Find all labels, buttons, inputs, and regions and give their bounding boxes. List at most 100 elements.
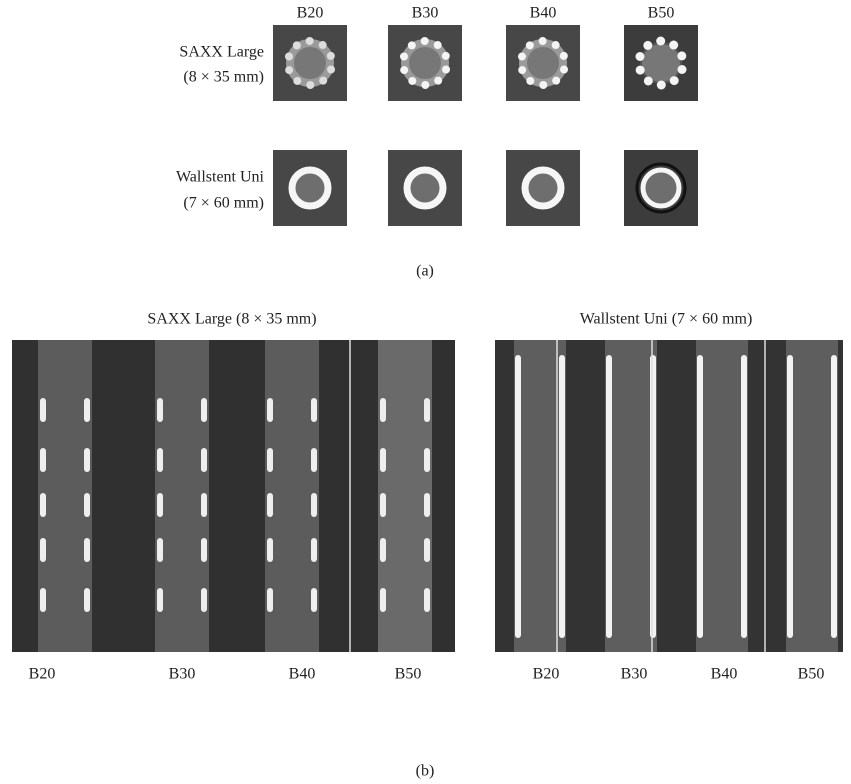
- vessel: [265, 340, 319, 652]
- stent-ring: [643, 170, 679, 206]
- stent-strut: [319, 77, 327, 85]
- strut: [201, 398, 207, 422]
- stent-strut: [408, 41, 416, 49]
- figure: B20 B30 B40 B50 SAXX Large (8 × 35 mm) W…: [0, 0, 851, 784]
- strut: [380, 398, 386, 422]
- stent-strut: [657, 80, 666, 89]
- stent-wall: [831, 355, 837, 638]
- vessel: [38, 340, 92, 652]
- strut: [311, 448, 317, 472]
- stent-strut: [635, 52, 644, 61]
- stent-strut: [327, 52, 335, 60]
- stent-strut: [539, 37, 547, 45]
- strut: [157, 588, 163, 612]
- stent-strut: [400, 52, 408, 60]
- vessel: [514, 340, 566, 652]
- strut: [40, 588, 46, 612]
- strut: [311, 538, 317, 562]
- stent-strut: [442, 52, 450, 60]
- stent-strut: [293, 77, 301, 85]
- stent-strut: [526, 77, 534, 85]
- strut: [40, 493, 46, 517]
- stent-strut: [306, 37, 314, 45]
- strut: [201, 493, 207, 517]
- row-size: (8 × 35 mm): [183, 69, 264, 86]
- stent-wall: [559, 355, 565, 638]
- stent-strut: [285, 52, 293, 60]
- strut: [424, 398, 430, 422]
- stent-ring: [407, 170, 443, 206]
- stent-strut: [421, 81, 429, 89]
- stent-strut: [656, 37, 665, 46]
- strut: [380, 493, 386, 517]
- strut: [40, 448, 46, 472]
- stent-strut: [434, 41, 442, 49]
- strut: [157, 448, 163, 472]
- column-label: B30: [412, 5, 439, 22]
- strut: [40, 398, 46, 422]
- stent-strut: [677, 51, 686, 60]
- stent-strut: [518, 52, 526, 60]
- vessel: [605, 340, 657, 652]
- stent-strut: [400, 66, 408, 74]
- strut: [201, 448, 207, 472]
- kernel-label: B30: [621, 666, 648, 683]
- stent-strut: [552, 41, 560, 49]
- strut: [84, 493, 90, 517]
- vessel: [155, 340, 209, 652]
- stent-strut: [552, 77, 560, 85]
- strut: [157, 538, 163, 562]
- strut: [267, 448, 273, 472]
- column-label: B50: [648, 5, 675, 22]
- strut: [424, 588, 430, 612]
- strut: [424, 448, 430, 472]
- stent-strut: [285, 66, 293, 74]
- strut: [201, 588, 207, 612]
- strut: [84, 398, 90, 422]
- kernel-label: B40: [289, 666, 316, 683]
- stent-ring: [292, 170, 328, 206]
- stent-strut: [643, 41, 652, 50]
- strut: [424, 538, 430, 562]
- panel-title: SAXX Large (8 × 35 mm): [147, 311, 316, 328]
- vessel: [786, 340, 838, 652]
- strut: [84, 538, 90, 562]
- stent-wall: [741, 355, 747, 638]
- row-label: Wallstent Uni: [176, 169, 265, 186]
- stent-wall: [606, 355, 612, 638]
- stent-strut: [539, 81, 547, 89]
- kernel-label: B50: [798, 666, 825, 683]
- stent-strut: [306, 81, 314, 89]
- kernel-label: B20: [29, 666, 56, 683]
- stent-strut: [560, 52, 568, 60]
- kernel-label: B40: [711, 666, 738, 683]
- strut: [267, 493, 273, 517]
- stent-strut: [319, 41, 327, 49]
- strut: [157, 493, 163, 517]
- strut: [267, 538, 273, 562]
- row-label: SAXX Large: [179, 44, 264, 61]
- strut: [311, 398, 317, 422]
- stent-strut: [421, 37, 429, 45]
- stent-wall: [787, 355, 793, 638]
- images: [12, 25, 843, 652]
- strut: [157, 398, 163, 422]
- stent-ring: [525, 170, 561, 206]
- strut: [201, 538, 207, 562]
- kernel-label: B20: [533, 666, 560, 683]
- stent-strut: [434, 77, 442, 85]
- kernel-label: B50: [395, 666, 422, 683]
- panel-title: Wallstent Uni (7 × 60 mm): [580, 311, 753, 328]
- stent-strut: [669, 41, 678, 50]
- stent-strut: [670, 76, 679, 85]
- stent-strut: [518, 66, 526, 74]
- strut: [267, 398, 273, 422]
- kernel-label: B30: [169, 666, 196, 683]
- stent-strut: [442, 66, 450, 74]
- stent-strut: [526, 41, 534, 49]
- caption: (b): [416, 763, 435, 780]
- stent-wall: [650, 355, 656, 638]
- stent-wall: [515, 355, 521, 638]
- strut: [267, 588, 273, 612]
- column-label: B20: [297, 5, 324, 22]
